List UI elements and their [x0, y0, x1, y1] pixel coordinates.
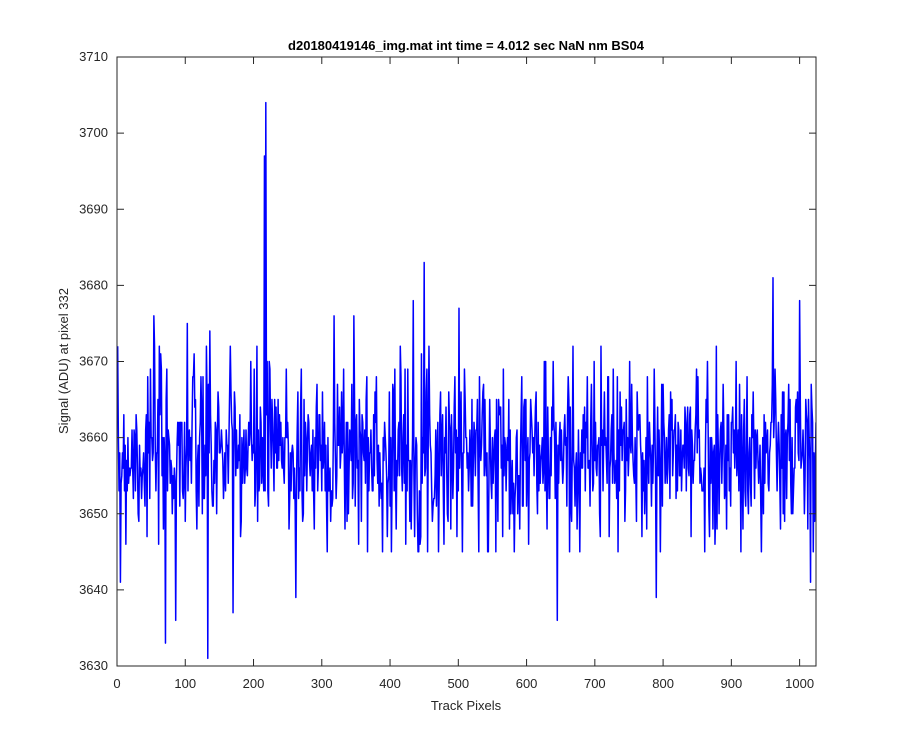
y-tick-label: 3680 — [79, 277, 108, 292]
y-tick-label: 3650 — [79, 506, 108, 521]
plot-area — [117, 57, 816, 666]
x-tick-label: 0 — [113, 676, 120, 691]
y-axis: 3630 3640 3650 3660 3670 3680 3690 3700 3710 — [79, 49, 816, 673]
x-tick-label: 200 — [243, 676, 265, 691]
y-tick-label: 3710 — [79, 49, 108, 64]
signal-series-line — [117, 101, 816, 660]
x-tick-label: 800 — [652, 676, 674, 691]
y-tick-label: 3640 — [79, 582, 108, 597]
chart-title: d20180419146_img.mat int time = 4.012 se… — [288, 38, 645, 53]
y-tick-label: 3700 — [79, 125, 108, 140]
x-axis: 0 100 200 300 400 500 600 700 800 900 1000 — [113, 57, 814, 691]
x-tick-label: 100 — [174, 676, 196, 691]
y-tick-label: 3670 — [79, 354, 108, 369]
x-tick-label: 600 — [516, 676, 538, 691]
x-tick-label: 700 — [584, 676, 606, 691]
series-layer — [117, 101, 816, 660]
x-tick-label: 1000 — [785, 676, 814, 691]
x-tick-label: 400 — [379, 676, 401, 691]
y-tick-label: 3630 — [79, 658, 108, 673]
x-tick-label: 900 — [721, 676, 743, 691]
y-tick-label: 3660 — [79, 430, 108, 445]
y-tick-label: 3690 — [79, 201, 108, 216]
x-axis-label: Track Pixels — [431, 698, 502, 713]
y-axis-label: Signal (ADU) at pixel 332 — [56, 288, 71, 434]
x-tick-label: 500 — [447, 676, 469, 691]
x-tick-label: 300 — [311, 676, 333, 691]
